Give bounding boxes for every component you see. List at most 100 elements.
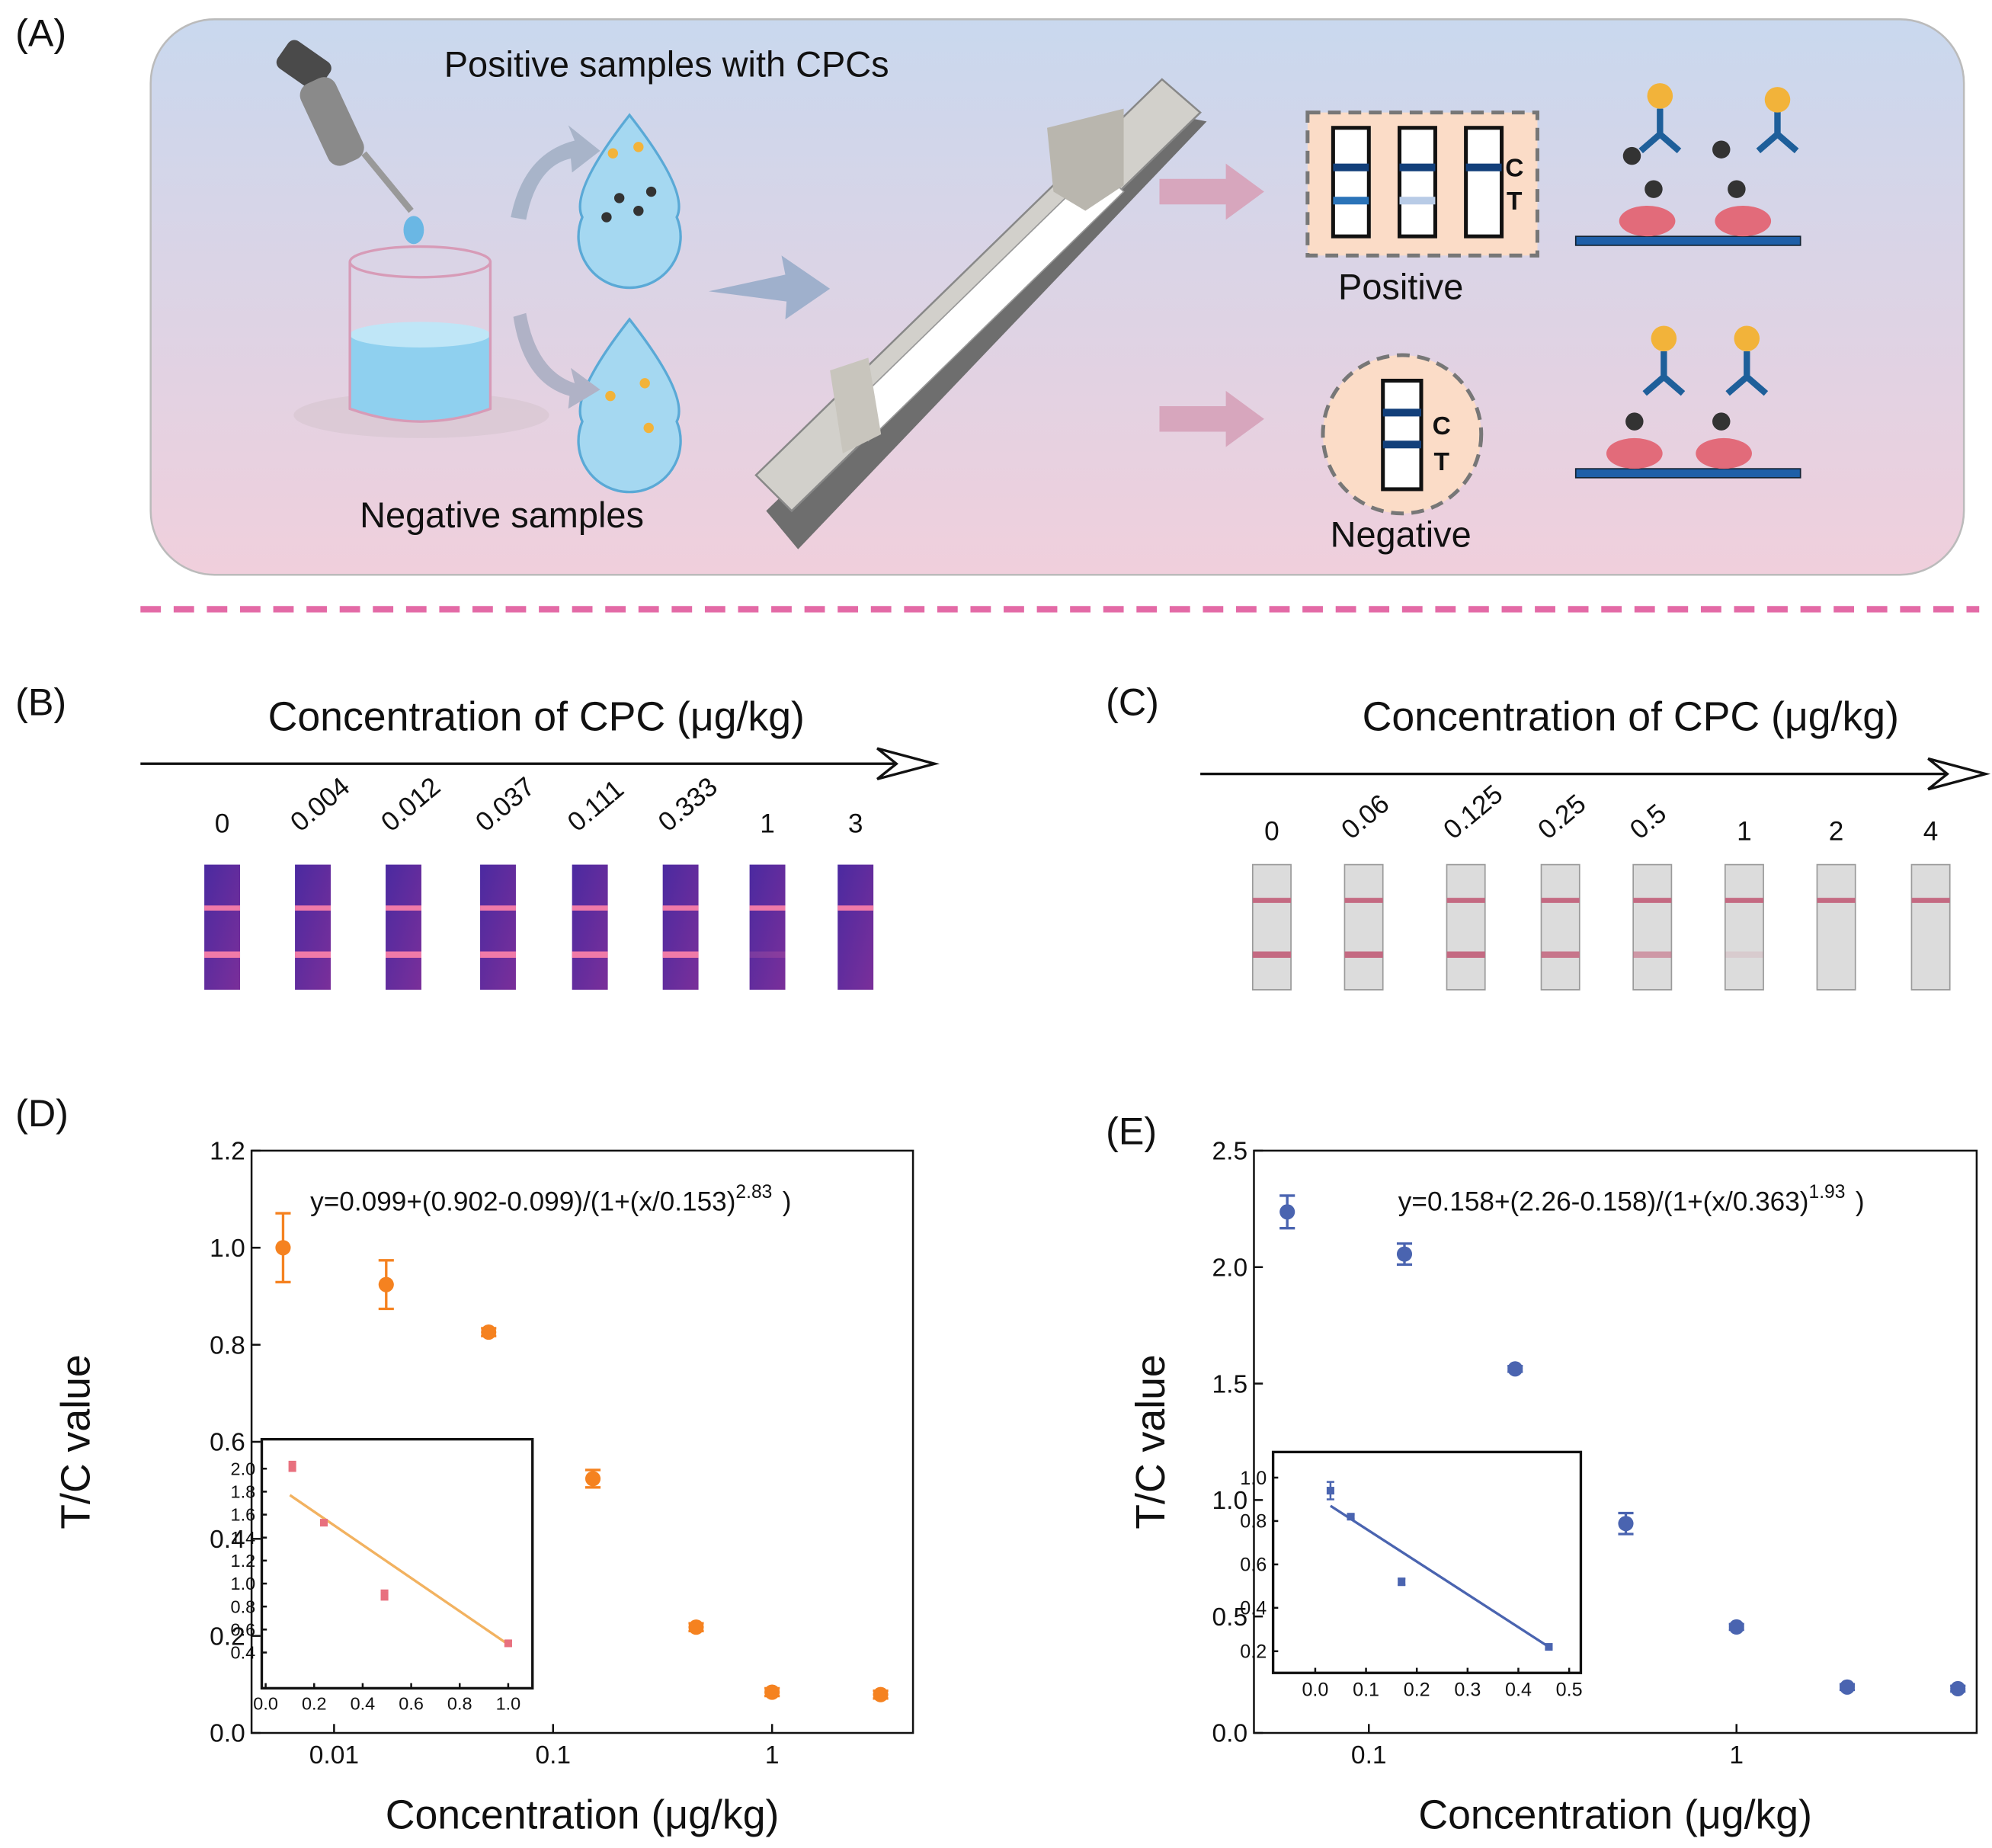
- x-tick-label: 1: [765, 1741, 780, 1770]
- y-tick-label: 1.0: [210, 1235, 245, 1263]
- x-tick-label: 0.4: [351, 1694, 376, 1714]
- equation-end: ): [783, 1187, 792, 1217]
- test-line: [1541, 951, 1580, 958]
- y-tick-label: 0.0: [1212, 1720, 1248, 1748]
- droplets: [577, 113, 682, 494]
- concentration-label: 1: [760, 809, 775, 839]
- negative-samples-label: Negative samples: [360, 495, 644, 535]
- positive-samples-label: Positive samples with CPCs: [444, 45, 889, 85]
- equation: y=0.158+(2.26-0.158)/(1+(x/0.363)1.93): [1398, 1182, 1865, 1217]
- test-line: [749, 951, 786, 958]
- y-tick-label: 1.2: [210, 1138, 245, 1166]
- data-point: [764, 1684, 780, 1700]
- test-line: [572, 951, 608, 958]
- x-tick-label: 0.01: [309, 1741, 359, 1770]
- equation-body: y=0.099+(0.902-0.099)/(1+(x/0.153): [310, 1187, 735, 1217]
- concentration-label: 0.037: [470, 771, 540, 837]
- y-tick-label: 0.6: [231, 1620, 256, 1640]
- y-tick-label: 1.2: [231, 1551, 256, 1571]
- test-strip: [480, 864, 516, 990]
- data-point: [1347, 1513, 1355, 1521]
- control-line: [572, 905, 608, 911]
- test-line: [1633, 951, 1672, 958]
- control-line: [749, 905, 786, 911]
- test-line-label: T: [1434, 448, 1450, 476]
- strip-title: Concentration of CPC (μg/kg): [268, 694, 805, 740]
- y-tick-label: 1.5: [1212, 1370, 1248, 1398]
- control-line: [1911, 898, 1950, 903]
- concentration-label: 0.111: [562, 774, 629, 838]
- control-line-label: C: [1505, 154, 1523, 182]
- y-tick-label: 1.0: [231, 1574, 256, 1593]
- arrow-head: [876, 747, 940, 780]
- y-tick-label: 0.2: [210, 1622, 245, 1651]
- y-tick-label: 0.8: [1240, 1511, 1267, 1533]
- pipette: [276, 40, 424, 245]
- y-tick-label: 0.8: [210, 1331, 245, 1360]
- data-point: [1839, 1679, 1856, 1695]
- control-line: [837, 905, 874, 911]
- data-point: [584, 1471, 601, 1487]
- test-line: [480, 951, 516, 958]
- y-tick-label: 2.0: [1212, 1254, 1248, 1282]
- panel-label: (A): [15, 11, 66, 54]
- x-tick-label: 0.0: [1302, 1679, 1328, 1700]
- scheme: [140, 18, 1980, 613]
- data-point: [378, 1276, 394, 1292]
- data-point: [1326, 1487, 1334, 1495]
- y-tick-label: 0.2: [1240, 1641, 1267, 1663]
- data-point: [380, 1591, 389, 1600]
- concentration-label: 1: [1737, 817, 1752, 847]
- concentration-label: 0.25: [1532, 789, 1592, 845]
- concentration-label: 0: [1264, 817, 1279, 847]
- control-line: [1633, 898, 1672, 903]
- y-tick-label: 0.4: [210, 1526, 245, 1554]
- y-tick-label: 2.5: [1212, 1138, 1248, 1166]
- y-tick-label: 0.8: [231, 1597, 256, 1616]
- panel-label: (E): [1106, 1110, 1157, 1153]
- y-tick-label: 1.8: [231, 1482, 256, 1502]
- concentration-label: 0.5: [1625, 799, 1673, 845]
- control-line: [204, 905, 241, 911]
- test-line-label: T: [1507, 187, 1523, 216]
- test-strip: [1540, 863, 1580, 991]
- control-line: [1725, 898, 1764, 903]
- plot-frame: [1271, 1450, 1583, 1674]
- equation-end: ): [1856, 1187, 1865, 1217]
- data-point: [1396, 1246, 1413, 1262]
- panel-label: (D): [15, 1092, 69, 1135]
- concentration-label: 0: [215, 809, 230, 839]
- data-point: [1507, 1361, 1523, 1377]
- test-strip: [204, 864, 241, 990]
- equation: y=0.099+(0.902-0.099)/(1+(x/0.153)2.83): [310, 1182, 791, 1217]
- plot-frame: [260, 1437, 534, 1690]
- y-tick-label: 1.0: [1240, 1468, 1267, 1489]
- test-strip: [1446, 863, 1486, 991]
- data-point: [481, 1324, 497, 1340]
- data-point: [688, 1619, 704, 1635]
- scheme-background: [149, 18, 1965, 576]
- x-tick-label: 0.1: [535, 1741, 571, 1770]
- test-line: [662, 951, 699, 958]
- test-strip: [1816, 863, 1856, 991]
- y-tick-label: 0.6: [1240, 1555, 1267, 1576]
- x-tick-label: 0.2: [302, 1694, 327, 1714]
- y-tick-label: 2.0: [231, 1459, 256, 1478]
- equation-body: y=0.158+(2.26-0.158)/(1+(x/0.363): [1398, 1187, 1809, 1217]
- concentration-label: 0.333: [652, 771, 722, 837]
- control-line-label: C: [1433, 412, 1451, 440]
- test-line: [1446, 951, 1485, 958]
- data-point: [275, 1240, 291, 1256]
- y-tick-label: 0.6: [210, 1429, 245, 1457]
- y-tick-label: 0.4: [1240, 1598, 1267, 1619]
- test-line: [204, 951, 241, 958]
- test-strip: [837, 864, 874, 990]
- control-line: [1252, 898, 1292, 903]
- data-point: [1618, 1516, 1634, 1532]
- test-strip: [1632, 863, 1673, 991]
- lateral-flow-strip: [754, 78, 1207, 549]
- data-point: [1398, 1577, 1406, 1586]
- control-line: [1817, 898, 1856, 903]
- y-tick-label: 0.0: [210, 1720, 245, 1748]
